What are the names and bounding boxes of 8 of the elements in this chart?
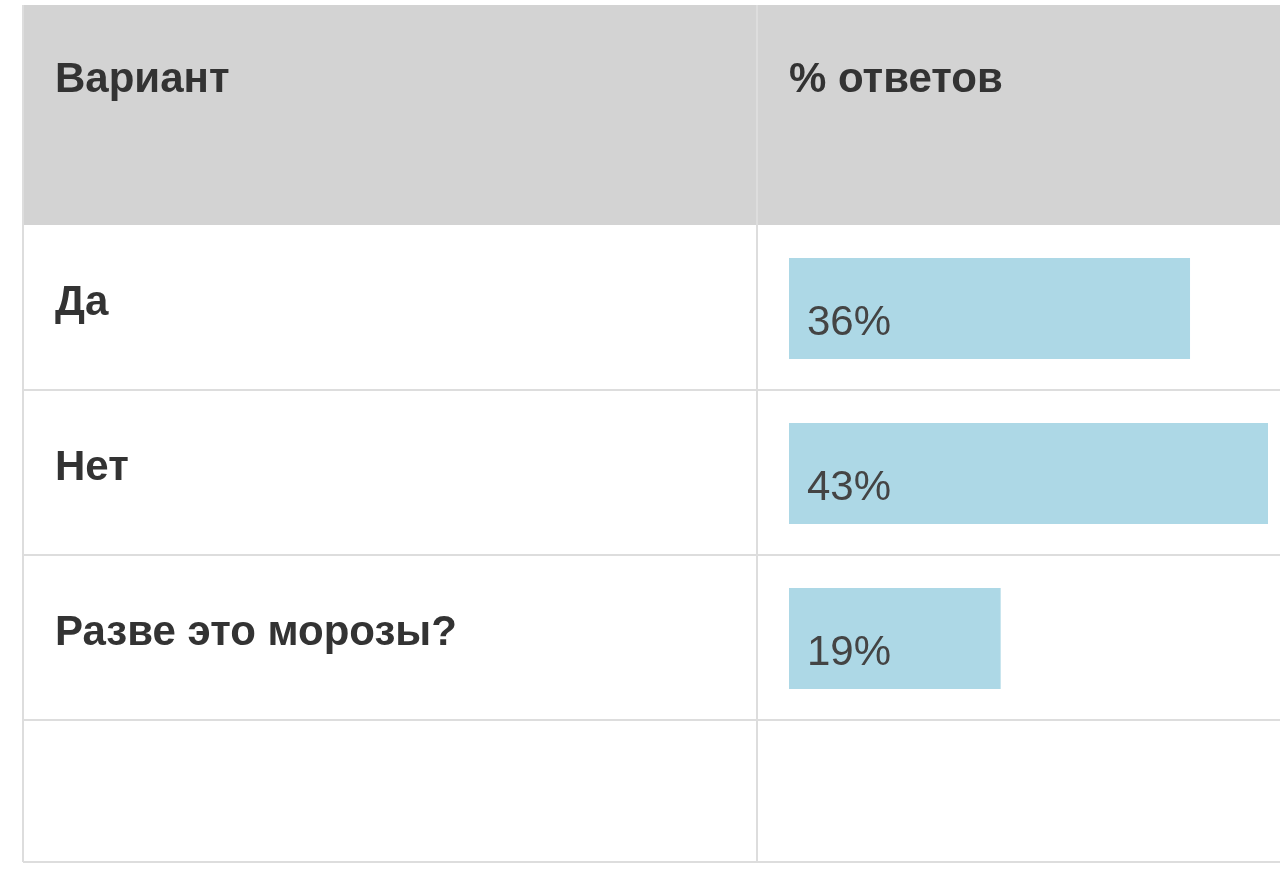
y-tick-label: Да	[55, 277, 109, 324]
data-label: 36%	[807, 297, 892, 344]
data-label: 43%	[807, 462, 892, 509]
x-axis-title: % ответов	[789, 54, 1003, 101]
data-label: 19%	[807, 627, 892, 674]
y-tick-label: Разве это морозы?	[55, 607, 457, 654]
y-axis-title: Вариант	[55, 54, 230, 101]
y-tick-label: Нет	[55, 442, 129, 489]
